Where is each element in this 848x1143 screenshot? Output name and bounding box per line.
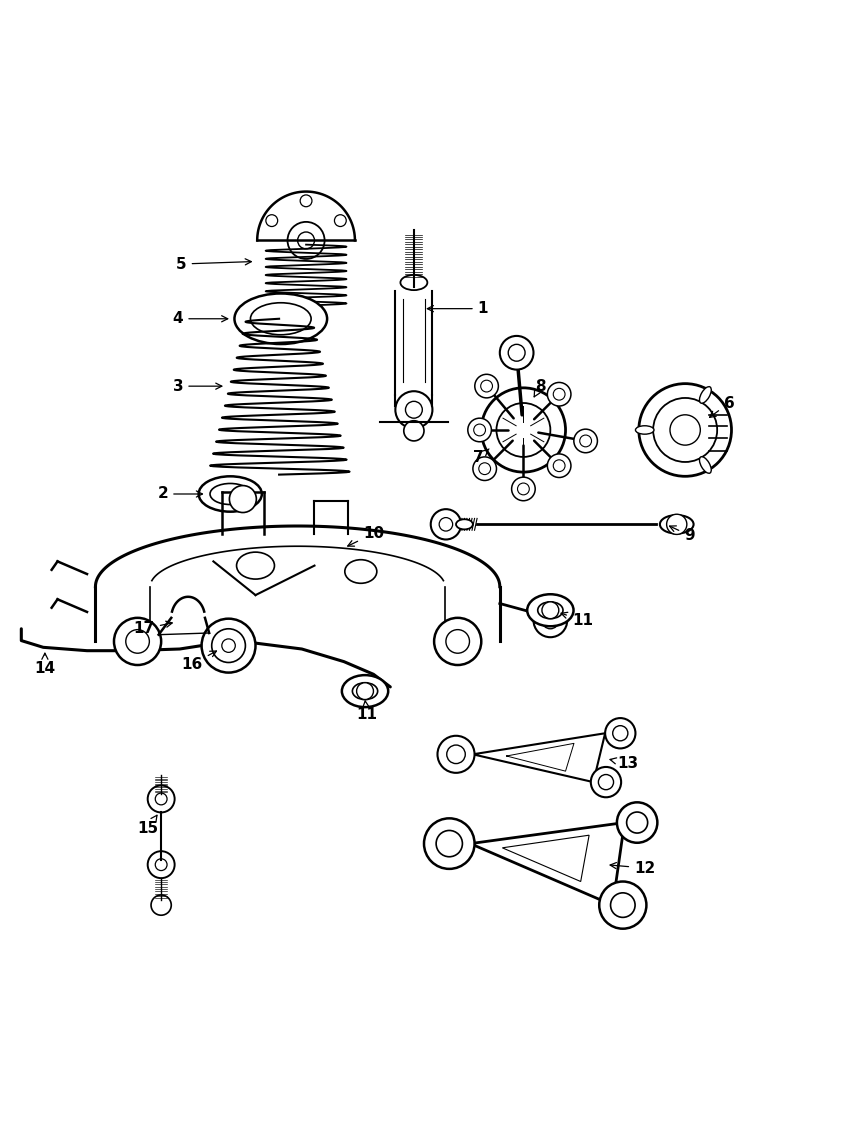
- Circle shape: [599, 775, 614, 790]
- Ellipse shape: [353, 682, 377, 700]
- Text: 13: 13: [610, 756, 639, 772]
- Circle shape: [667, 514, 687, 535]
- Circle shape: [517, 483, 529, 495]
- Circle shape: [357, 682, 373, 700]
- Text: 16: 16: [181, 652, 216, 672]
- Text: 11: 11: [561, 613, 593, 628]
- Text: 8: 8: [534, 378, 545, 397]
- Circle shape: [496, 403, 550, 457]
- Circle shape: [591, 767, 621, 798]
- Circle shape: [611, 893, 635, 918]
- Circle shape: [424, 818, 475, 869]
- Ellipse shape: [234, 294, 327, 344]
- Circle shape: [438, 736, 475, 773]
- Circle shape: [222, 639, 235, 653]
- Circle shape: [533, 604, 567, 637]
- Text: 3: 3: [173, 378, 222, 393]
- Circle shape: [266, 215, 277, 226]
- Circle shape: [446, 630, 470, 653]
- Circle shape: [473, 457, 496, 480]
- Text: 17: 17: [134, 621, 172, 637]
- Circle shape: [479, 463, 491, 474]
- Circle shape: [395, 391, 432, 429]
- Circle shape: [434, 618, 482, 665]
- Ellipse shape: [538, 602, 563, 618]
- Circle shape: [616, 802, 657, 842]
- Circle shape: [475, 374, 499, 398]
- Ellipse shape: [660, 515, 694, 534]
- Circle shape: [553, 459, 565, 472]
- Text: 10: 10: [348, 526, 384, 546]
- Circle shape: [474, 424, 486, 435]
- Circle shape: [511, 477, 535, 501]
- Ellipse shape: [635, 425, 654, 434]
- Circle shape: [482, 387, 566, 472]
- Circle shape: [542, 612, 559, 629]
- Polygon shape: [473, 734, 605, 782]
- Circle shape: [468, 418, 491, 441]
- Circle shape: [404, 421, 424, 441]
- Circle shape: [499, 336, 533, 369]
- Circle shape: [151, 895, 171, 916]
- Circle shape: [547, 383, 571, 406]
- Ellipse shape: [342, 676, 388, 708]
- Circle shape: [212, 629, 245, 663]
- Text: 7: 7: [473, 449, 489, 465]
- Ellipse shape: [700, 457, 711, 473]
- Text: 6: 6: [710, 395, 734, 417]
- Ellipse shape: [700, 386, 711, 403]
- Circle shape: [126, 630, 149, 653]
- Circle shape: [670, 415, 700, 445]
- Text: 2: 2: [158, 487, 203, 502]
- Text: 1: 1: [427, 301, 488, 317]
- Circle shape: [287, 222, 325, 259]
- Circle shape: [627, 812, 648, 833]
- Text: 4: 4: [173, 311, 228, 326]
- Ellipse shape: [400, 275, 427, 290]
- Text: 9: 9: [670, 526, 695, 543]
- Circle shape: [230, 486, 256, 512]
- Circle shape: [580, 435, 592, 447]
- Circle shape: [547, 454, 571, 478]
- Circle shape: [300, 195, 312, 207]
- Circle shape: [542, 602, 559, 618]
- Text: 11: 11: [356, 701, 377, 722]
- Text: 15: 15: [137, 815, 159, 836]
- Circle shape: [653, 398, 717, 462]
- Circle shape: [600, 881, 646, 929]
- Ellipse shape: [456, 519, 473, 529]
- Ellipse shape: [250, 303, 311, 335]
- Circle shape: [405, 401, 422, 418]
- Ellipse shape: [345, 560, 377, 583]
- Circle shape: [334, 215, 346, 226]
- Circle shape: [613, 726, 628, 741]
- Circle shape: [431, 509, 461, 539]
- Ellipse shape: [198, 477, 262, 512]
- Circle shape: [436, 831, 462, 857]
- Circle shape: [298, 232, 315, 249]
- Ellipse shape: [210, 483, 250, 504]
- Circle shape: [148, 785, 175, 813]
- Circle shape: [155, 793, 167, 805]
- Circle shape: [639, 384, 732, 477]
- Circle shape: [447, 745, 466, 764]
- Circle shape: [508, 344, 525, 361]
- Circle shape: [481, 381, 493, 392]
- Text: 14: 14: [34, 653, 55, 676]
- Polygon shape: [471, 823, 624, 905]
- Circle shape: [439, 518, 453, 531]
- Ellipse shape: [527, 594, 573, 626]
- Text: 12: 12: [610, 861, 656, 876]
- Polygon shape: [502, 836, 589, 881]
- Ellipse shape: [237, 552, 275, 580]
- Circle shape: [155, 858, 167, 871]
- Circle shape: [553, 389, 565, 400]
- Circle shape: [202, 618, 255, 672]
- Circle shape: [605, 718, 635, 749]
- Text: 5: 5: [176, 256, 251, 272]
- Circle shape: [114, 618, 161, 665]
- Circle shape: [148, 852, 175, 878]
- Circle shape: [574, 429, 598, 453]
